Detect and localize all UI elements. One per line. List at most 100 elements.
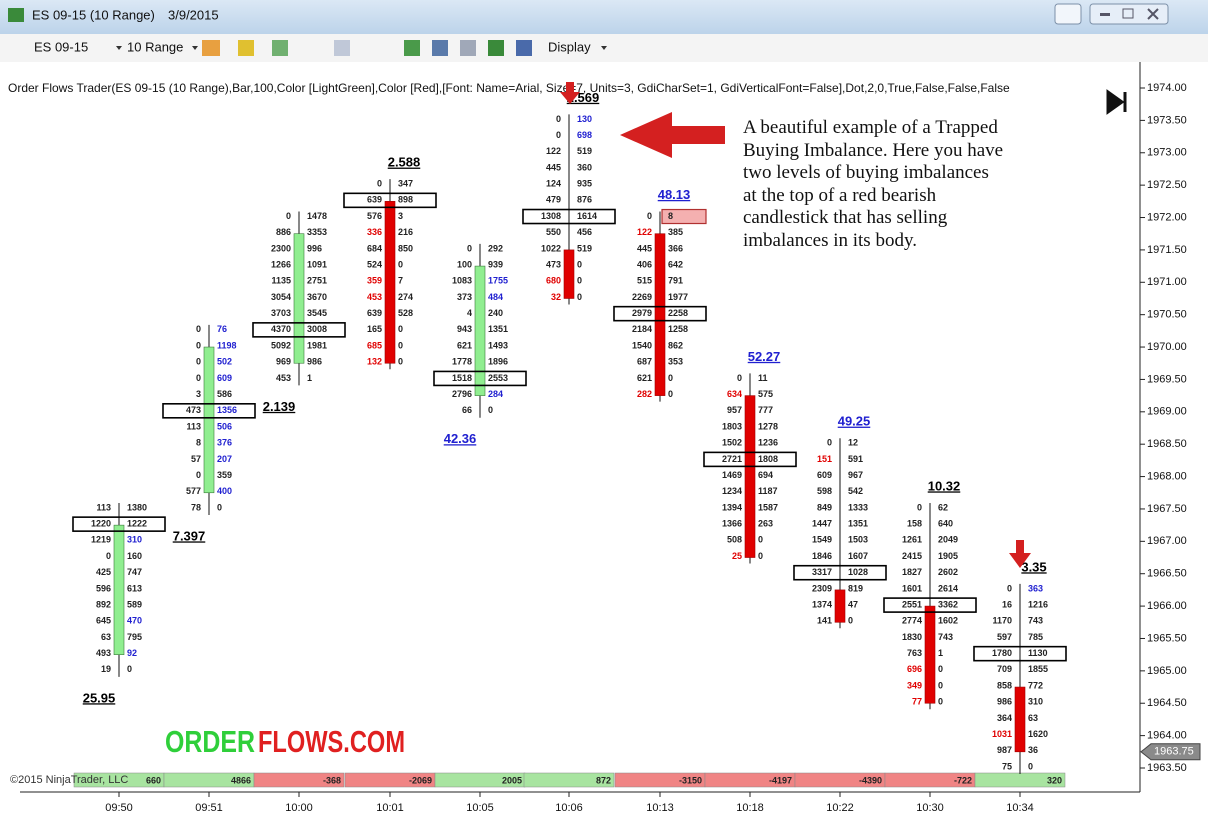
ask-volume: 698 xyxy=(577,130,592,140)
ask-volume: 376 xyxy=(217,438,232,448)
ask-volume: 1493 xyxy=(488,340,508,350)
ask-volume: 1187 xyxy=(758,486,778,496)
instrument-selector[interactable]: ES 09-15 xyxy=(34,39,88,54)
ask-volume: 819 xyxy=(848,583,863,593)
ask-volume: 589 xyxy=(127,599,142,609)
draw-tool-button[interactable] xyxy=(238,40,254,56)
delta-label: -368 xyxy=(323,775,341,785)
ask-volume: 47 xyxy=(848,599,858,609)
ask-volume: 366 xyxy=(668,243,683,253)
delta-label: 4866 xyxy=(231,775,251,785)
ask-volume: 772 xyxy=(1028,680,1043,690)
ask-volume: 2602 xyxy=(938,567,958,577)
bid-volume: 1022 xyxy=(541,243,561,253)
layout-button[interactable] xyxy=(1055,4,1081,24)
bid-volume: 1266 xyxy=(271,259,291,269)
ask-volume: 353 xyxy=(668,357,683,367)
ask-volume: 613 xyxy=(127,583,142,593)
price-tick-label: 1965.50 xyxy=(1147,632,1187,644)
time-label: 09:50 xyxy=(105,802,133,814)
bid-volume: 282 xyxy=(637,389,652,399)
ask-volume: 347 xyxy=(398,179,413,189)
draw-tool-button[interactable] xyxy=(272,40,288,56)
ask-volume: 0 xyxy=(577,259,582,269)
delta-label: -4197 xyxy=(769,775,792,785)
bid-volume: 596 xyxy=(96,583,111,593)
ask-volume: 1614 xyxy=(577,211,597,221)
bar-label: 3.35 xyxy=(1021,559,1046,574)
ask-volume: 62 xyxy=(938,502,948,512)
indicators-button[interactable] xyxy=(404,40,420,56)
bid-volume: 151 xyxy=(817,454,832,464)
price-tick-label: 1968.50 xyxy=(1147,438,1187,450)
bid-volume: 113 xyxy=(186,421,201,431)
ask-volume: 1808 xyxy=(758,454,778,464)
ask-volume: 1130 xyxy=(1028,648,1048,658)
candle-body xyxy=(475,266,485,396)
ask-volume: 292 xyxy=(488,243,503,253)
delta-label: -3150 xyxy=(679,775,702,785)
zoom-button[interactable] xyxy=(334,40,350,56)
bid-volume: 892 xyxy=(96,599,111,609)
price-tick-label: 1973.50 xyxy=(1147,114,1187,126)
price-tick-label: 1964.50 xyxy=(1147,697,1187,709)
chart-window: ES 09-15 (10 Range) 3/9/2015 ES 09-15 10… xyxy=(0,0,1208,821)
bid-volume: 0 xyxy=(827,438,832,448)
bid-volume: 597 xyxy=(997,632,1012,642)
bid-volume: 4370 xyxy=(271,324,291,334)
strategies-button[interactable] xyxy=(432,40,448,56)
bid-volume: 1803 xyxy=(722,421,742,431)
display-menu[interactable]: Display xyxy=(548,39,591,54)
ask-volume: 743 xyxy=(1028,616,1043,626)
candle-body xyxy=(745,396,755,558)
bid-volume: 349 xyxy=(907,680,922,690)
ask-volume: 36 xyxy=(1028,745,1038,755)
ask-volume: 284 xyxy=(488,389,503,399)
bid-volume: 1170 xyxy=(992,616,1012,626)
ask-volume: 1755 xyxy=(488,276,508,286)
bid-volume: 1031 xyxy=(992,729,1012,739)
bid-volume: 1135 xyxy=(271,276,291,286)
price-tick-label: 1964.00 xyxy=(1147,730,1187,742)
bid-volume: 141 xyxy=(817,616,832,626)
bar-label: 7.397 xyxy=(173,528,206,543)
logo: ORDER xyxy=(165,724,255,759)
price-tick-label: 1969.50 xyxy=(1147,373,1187,385)
bid-volume: 1261 xyxy=(902,535,922,545)
chart-style-button[interactable] xyxy=(202,40,220,56)
ask-volume: 519 xyxy=(577,146,592,156)
minimize-button[interactable] xyxy=(1100,13,1110,16)
ask-volume: 1977 xyxy=(668,292,688,302)
bid-volume: 515 xyxy=(637,276,652,286)
ask-volume: 0 xyxy=(938,664,943,674)
ask-volume: 3 xyxy=(398,211,403,221)
ask-volume: 1981 xyxy=(307,340,327,350)
period-selector[interactable]: 10 Range xyxy=(127,39,183,54)
bid-volume: 969 xyxy=(276,357,291,367)
lines-button[interactable] xyxy=(460,40,476,56)
bid-volume: 1234 xyxy=(722,486,742,496)
ask-volume: 1503 xyxy=(848,535,868,545)
bar-label: 2.588 xyxy=(388,155,421,170)
bid-volume: 639 xyxy=(367,308,382,318)
candle-body xyxy=(564,250,574,299)
bid-volume: 1540 xyxy=(632,340,652,350)
bid-volume: 2796 xyxy=(452,389,472,399)
delta-label: -4390 xyxy=(859,775,882,785)
bid-volume: 1830 xyxy=(902,632,922,642)
bid-volume: 709 xyxy=(997,664,1012,674)
ask-volume: 310 xyxy=(127,535,142,545)
price-tick-label: 1966.50 xyxy=(1147,568,1187,580)
time-label: 10:34 xyxy=(1006,802,1034,814)
bid-volume: 5092 xyxy=(271,340,291,350)
bid-volume: 0 xyxy=(196,357,201,367)
ask-volume: 898 xyxy=(398,195,413,205)
price-tick-label: 1972.50 xyxy=(1147,179,1187,191)
bid-volume: 113 xyxy=(96,502,111,512)
price-button[interactable] xyxy=(488,40,504,56)
ask-volume: 1258 xyxy=(668,324,688,334)
properties-button[interactable] xyxy=(516,40,532,56)
ask-volume: 609 xyxy=(217,373,232,383)
candle-body xyxy=(1015,687,1025,752)
scroll-end-button[interactable] xyxy=(1108,92,1125,112)
